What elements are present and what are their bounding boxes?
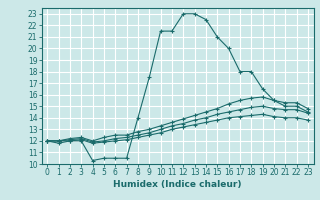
X-axis label: Humidex (Indice chaleur): Humidex (Indice chaleur) — [113, 180, 242, 189]
